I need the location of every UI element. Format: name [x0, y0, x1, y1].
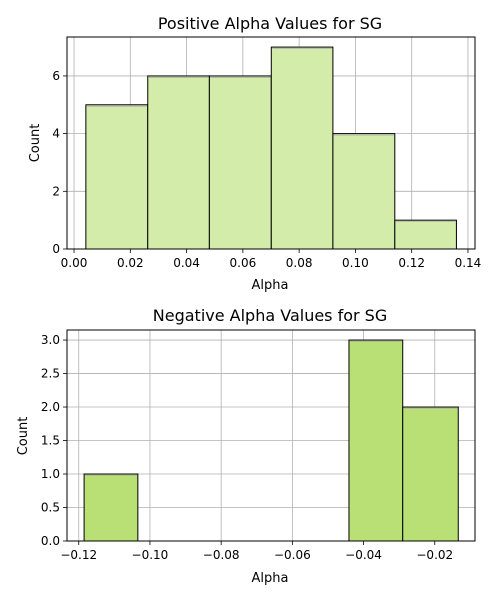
histogram-bar: [348, 339, 404, 542]
positive-chart-title: Positive Alpha Values for SG: [158, 14, 382, 33]
y-tick-label: 0.5: [41, 501, 60, 515]
y-tick-label: 4: [52, 127, 60, 141]
x-tick-label: −0.12: [60, 548, 97, 562]
histogram-bar: [85, 104, 149, 250]
negative-chart-title: Negative Alpha Values for SG: [153, 306, 387, 325]
negative-chart-plot-frame: [66, 329, 476, 542]
y-tick-label: 0.0: [41, 534, 60, 548]
positive-chart-plot-frame: [66, 36, 476, 250]
x-tick-label: 0.12: [398, 256, 425, 270]
x-tick-label: 0.08: [286, 256, 313, 270]
y-tick-label: 6: [52, 69, 60, 83]
x-tick-label: 0.04: [173, 256, 200, 270]
negative-chart-x-ticks: −0.12 −0.10 −0.08 −0.06 −0.04 −0.02: [60, 541, 453, 562]
positive-alpha-chart: Positive Alpha Values for SG 0.00 0.02 0.0…: [28, 14, 481, 293]
x-tick-label: 0.02: [117, 256, 144, 270]
y-tick-label: 2: [52, 184, 60, 198]
positive-chart-y-ticks: 0 2 4 6: [52, 69, 67, 256]
histogram-bar: [147, 75, 210, 250]
y-tick-label: 1.5: [41, 434, 60, 448]
y-tick-label: 0: [52, 242, 60, 256]
x-tick-label: 0.10: [342, 256, 369, 270]
positive-chart-x-axis-label: Alpha: [252, 278, 289, 293]
negative-chart-y-ticks: 0.0 0.5 1.0 1.5 2.0 2.5 3.0: [41, 333, 67, 548]
positive-chart-bars: [85, 46, 457, 250]
x-tick-label: −0.04: [345, 548, 382, 562]
negative-chart-x-axis-label: Alpha: [252, 571, 289, 586]
histogram-bar: [208, 75, 272, 250]
y-tick-label: 3.0: [41, 333, 60, 347]
x-tick-label: −0.02: [416, 548, 453, 562]
x-tick-label: −0.08: [203, 548, 240, 562]
positive-chart-x-ticks: 0.00 0.02 0.04 0.06 0.08 0.10 0.12 0.14: [61, 249, 482, 270]
positive-chart-y-axis-label: Count: [28, 124, 43, 163]
x-tick-label: 0.14: [455, 256, 482, 270]
x-tick-label: 0.00: [61, 256, 88, 270]
negative-alpha-chart: Negative Alpha Values for SG −0.12 −0.10−…: [16, 306, 476, 586]
y-tick-label: 1.0: [41, 467, 60, 481]
histogram-bar: [402, 406, 459, 542]
y-tick-label: 2.5: [41, 367, 60, 381]
x-tick-label: 0.06: [230, 256, 257, 270]
y-tick-label: 2.0: [41, 400, 60, 414]
histogram-bar: [332, 133, 396, 250]
histogram-bar: [270, 46, 334, 250]
histogram-bar: [394, 219, 457, 250]
negative-chart-bars: [83, 339, 459, 542]
x-tick-label: −0.10: [132, 548, 169, 562]
x-tick-label: −0.06: [274, 548, 311, 562]
histogram-bar: [83, 473, 139, 542]
negative-chart-y-axis-label: Count: [16, 417, 31, 456]
